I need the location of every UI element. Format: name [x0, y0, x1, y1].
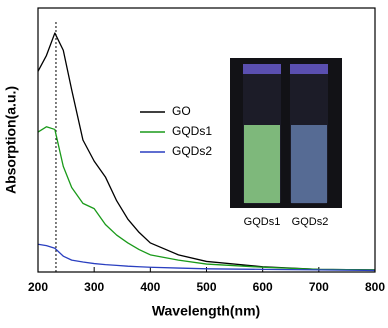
plot-frame [37, 7, 376, 273]
x-tick-label: 300 [84, 280, 104, 294]
legend-label: GQDs1 [172, 124, 212, 138]
line-series [37, 243, 376, 272]
x-tick-label: 700 [309, 280, 329, 294]
x-tick-label: 600 [253, 280, 273, 294]
line-series [37, 32, 376, 271]
vial-cap-glow [290, 64, 328, 74]
x-tick-label: 500 [196, 280, 216, 294]
legend-label: GQDs2 [172, 144, 212, 158]
x-tick-label: 800 [365, 280, 385, 294]
inset-label: GQDs2 [292, 216, 329, 228]
inset-label: GQDs1 [244, 216, 281, 228]
legend-label: GO [172, 104, 191, 118]
vial-liquid [244, 125, 280, 203]
vial-liquid [291, 125, 327, 203]
x-tick-label: 200 [28, 280, 48, 294]
vial-cap-glow [243, 64, 281, 74]
x-axis-title: Wavelength(nm) [152, 303, 260, 319]
line-series [37, 126, 376, 271]
x-tick-label: 400 [140, 280, 160, 294]
y-axis-title: Absorption(a.u.) [3, 86, 19, 194]
